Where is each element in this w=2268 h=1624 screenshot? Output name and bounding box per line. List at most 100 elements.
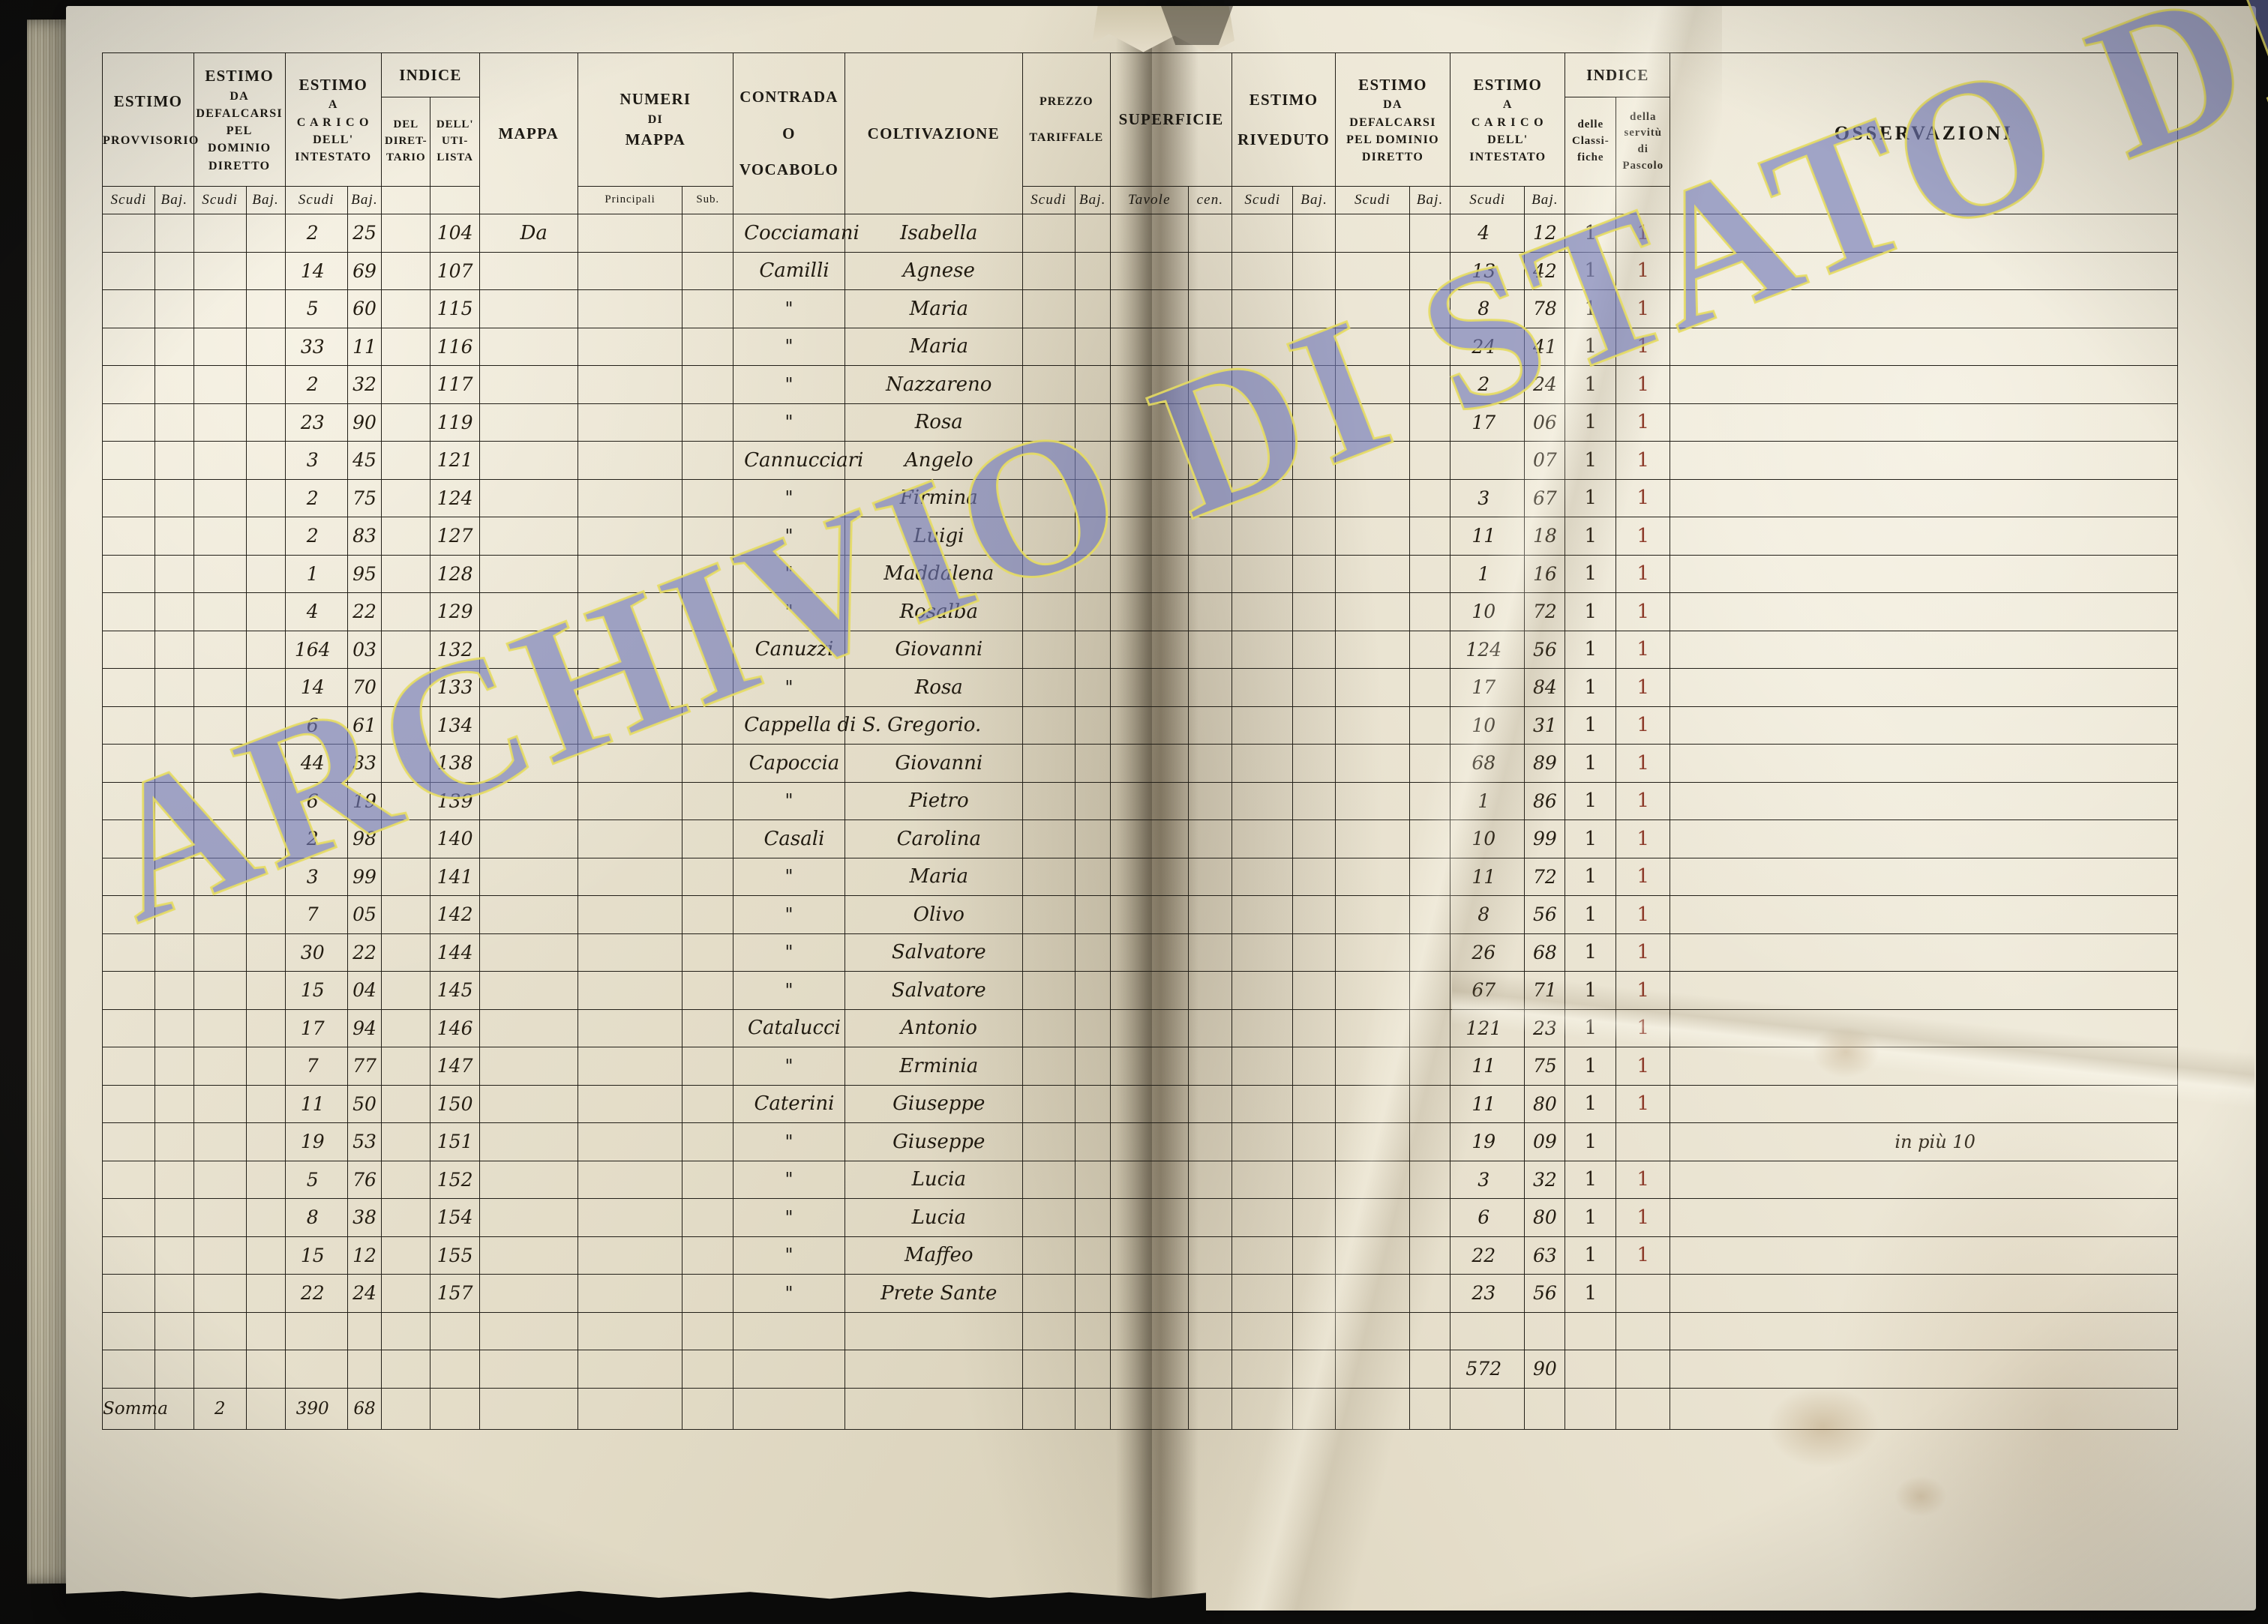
cell-carico-scudi: 33: [284, 327, 348, 366]
cell-indice-direttario: [381, 554, 431, 593]
cell-prezzo-baj: [1074, 819, 1111, 858]
cell-rcarico-baj: 16: [1524, 554, 1566, 593]
label-diretto: DIRETTO: [208, 159, 271, 172]
cell-osservazioni: [1670, 1047, 2178, 1086]
cell-provvisorio-scudi: [102, 214, 155, 253]
cell-numeri-sub: [682, 744, 734, 783]
cell-rdefalcarsi-scudi: [1334, 1236, 1411, 1275]
cell-defalcarsi-baj: [245, 630, 286, 669]
unit-blank-classifiche: [1564, 186, 1617, 214]
label-a: A: [1502, 98, 1513, 112]
cell-provvisorio-baj: [154, 441, 194, 480]
cell-rdefalcarsi-baj: [1409, 251, 1451, 290]
cell-indice-utilista: 142: [430, 895, 480, 934]
cell-coltivazione: Maria: [844, 327, 1023, 366]
totals-blank: [1022, 1387, 1076, 1430]
somma-carico-scudi: 390: [284, 1387, 348, 1430]
cell-provvisorio-baj: [154, 819, 194, 858]
cell-indice-classifiche: 1: [1564, 214, 1617, 253]
cell-defalcarsi-baj: [245, 517, 286, 556]
cell-provvisorio-scudi: [102, 289, 155, 328]
cell-provvisorio-baj: [154, 517, 194, 556]
somma-carico-baj: 68: [346, 1387, 382, 1430]
cell-carico-baj: 53: [346, 1122, 382, 1161]
cell-indice-utilista: 124: [430, 478, 480, 517]
cell-defalcarsi-baj: [245, 554, 286, 593]
totals-blank: [1109, 1387, 1189, 1430]
cell-indice-classifiche: 1: [1564, 630, 1617, 669]
cell-prezzo-baj: [1074, 1236, 1111, 1275]
cell-osservazioni: [1670, 1084, 2178, 1123]
cell-carico-scudi: 5: [284, 1160, 348, 1199]
cell-numeri-principali: [577, 1122, 683, 1161]
cell-rdefalcarsi-scudi: [1334, 1008, 1411, 1047]
cell-prezzo-scudi: [1022, 1047, 1076, 1086]
unit-baj: Baj.: [346, 186, 382, 214]
cell-defalcarsi-baj: [245, 1122, 286, 1161]
cell-provvisorio-baj: [154, 1084, 194, 1123]
cell-provvisorio-scudi: [102, 744, 155, 783]
cell-rcarico-baj: 72: [1524, 592, 1566, 631]
cell-mappa: [478, 478, 578, 517]
cell-carico-baj: 90: [346, 403, 382, 442]
cell-provvisorio-scudi: [102, 517, 155, 556]
cell-riveduto-baj: [1292, 895, 1336, 934]
label-dell: DELL': [436, 118, 474, 131]
table-row: 3 99 141 " Maria 11 72 1 1: [102, 857, 2178, 896]
cell-contrada-vocabolo: ": [733, 781, 845, 820]
cell-numeri-sub: [682, 1122, 734, 1161]
cell-provvisorio-scudi: [102, 403, 155, 442]
cell-indice-classifiche: 1: [1564, 1274, 1617, 1313]
cell-defalcarsi-scudi: [193, 1160, 247, 1199]
cell-superficie-cen: [1187, 744, 1233, 783]
cell-superficie-cen: [1187, 819, 1233, 858]
cell-indice-pascolo: 1: [1616, 1047, 1671, 1086]
label-della: della: [1630, 110, 1657, 123]
cell-rcarico-scudi: 23: [1450, 1274, 1526, 1313]
cell-carico-baj: 70: [346, 668, 382, 707]
label-prezzo: PREZZO: [1039, 95, 1094, 109]
cell-defalcarsi-baj: [245, 1274, 286, 1313]
cell-mappa: [478, 1084, 578, 1123]
cell-riveduto-scudi: [1232, 214, 1294, 253]
cell-riveduto-baj: [1292, 289, 1336, 328]
cell-prezzo-baj: [1074, 1311, 1111, 1350]
cell-superficie-tavole: [1109, 251, 1189, 290]
cell-osservazioni: [1670, 478, 2178, 517]
totals-blank: [381, 1387, 431, 1430]
cell-numeri-principali: [577, 1160, 683, 1199]
cell-rdefalcarsi-baj: [1409, 744, 1451, 783]
cell-rdefalcarsi-scudi: [1334, 895, 1411, 934]
cell-superficie-cen: [1187, 1311, 1233, 1350]
totals-blank: [577, 1387, 683, 1430]
cell-indice-utilista: 138: [430, 744, 480, 783]
cell-indice-direttario: [381, 630, 431, 669]
cell-superficie-tavole: [1109, 819, 1189, 858]
unit-scudi: Scudi: [1450, 186, 1526, 214]
cell-superficie-tavole: [1109, 403, 1189, 442]
cell-mappa: [478, 327, 578, 366]
label-estimo: ESTIMO: [1249, 91, 1318, 109]
cell-contrada-vocabolo: ": [733, 1047, 845, 1086]
cell-numeri-principali: [577, 554, 683, 593]
totals-blank: [1450, 1387, 1526, 1430]
cell-defalcarsi-scudi: [193, 1350, 247, 1389]
cell-indice-classifiche: 1: [1564, 1198, 1617, 1237]
cell-carico-scudi: 7: [284, 895, 348, 934]
cell-indice-pascolo: 1: [1616, 478, 1671, 517]
cell-defalcarsi-scudi: [193, 706, 247, 745]
cell-riveduto-baj: [1292, 554, 1336, 593]
table-row: 164 03 132 Canuzzi Giovanni 124 56 1 1: [102, 630, 2178, 669]
cell-rdefalcarsi-scudi: [1334, 592, 1411, 631]
cell-indice-pascolo: 1: [1616, 857, 1671, 896]
cell-indice-direttario: [381, 403, 431, 442]
cell-rdefalcarsi-baj: [1409, 1160, 1451, 1199]
cell-mappa: [478, 1236, 578, 1275]
cell-rdefalcarsi-baj: [1409, 517, 1451, 556]
totals-blank: [245, 1387, 286, 1430]
cell-numeri-principali: [577, 1236, 683, 1275]
cell-prezzo-scudi: [1022, 744, 1076, 783]
cell-riveduto-scudi: [1232, 668, 1294, 707]
cell-numeri-sub: [682, 1198, 734, 1237]
cell-rdefalcarsi-scudi: [1334, 630, 1411, 669]
